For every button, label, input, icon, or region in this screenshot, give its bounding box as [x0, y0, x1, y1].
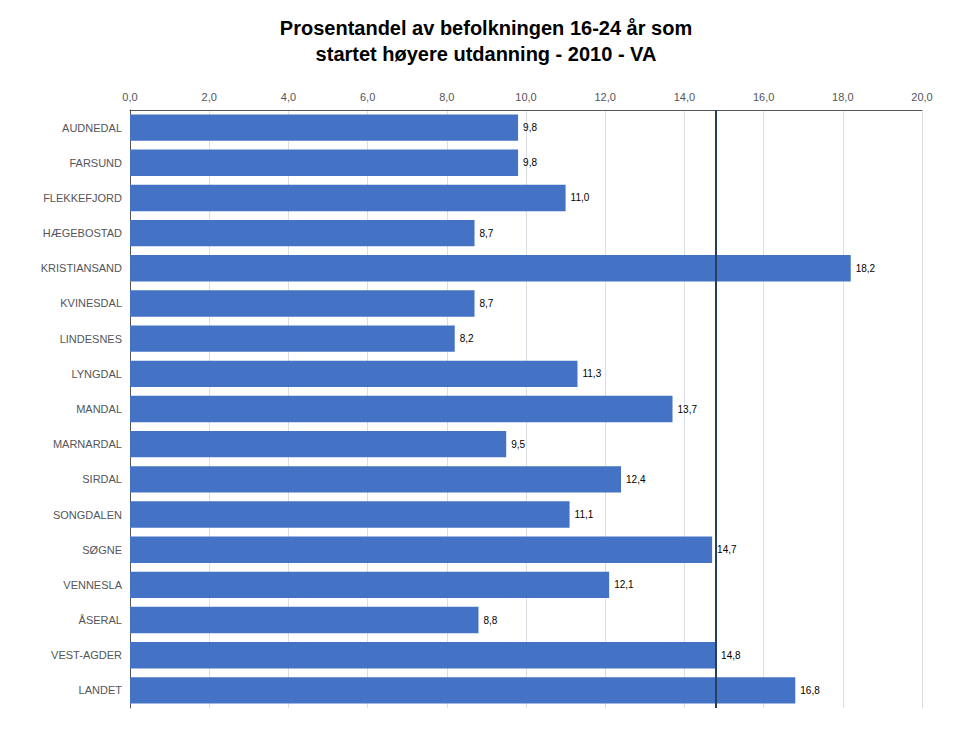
svg-text:FARSUND: FARSUND — [69, 157, 122, 169]
svg-text:9,8: 9,8 — [523, 122, 537, 133]
svg-text:LANDET: LANDET — [79, 684, 123, 696]
svg-text:12,0: 12,0 — [594, 91, 615, 103]
svg-text:18,2: 18,2 — [856, 263, 876, 274]
svg-text:8,8: 8,8 — [483, 615, 497, 626]
svg-text:11,0: 11,0 — [571, 192, 590, 203]
svg-text:14,0: 14,0 — [674, 91, 695, 103]
svg-text:0,0: 0,0 — [122, 91, 137, 103]
svg-text:MANDAL: MANDAL — [76, 403, 122, 415]
svg-text:8,0: 8,0 — [439, 91, 454, 103]
svg-text:2,0: 2,0 — [202, 91, 217, 103]
svg-text:6,0: 6,0 — [360, 91, 375, 103]
svg-text:12,1: 12,1 — [614, 579, 634, 590]
svg-text:LINDESNES: LINDESNES — [60, 333, 122, 345]
svg-text:LYNGDAL: LYNGDAL — [71, 368, 122, 380]
svg-text:SONGDALEN: SONGDALEN — [53, 509, 122, 521]
svg-text:VEST-AGDER: VEST-AGDER — [51, 649, 122, 661]
svg-text:SIRDAL: SIRDAL — [82, 473, 122, 485]
svg-text:SØGNE: SØGNE — [82, 544, 122, 556]
svg-text:startet høyere utdanning - 201: startet høyere utdanning - 2010 - VA — [316, 43, 657, 65]
svg-text:14,8: 14,8 — [721, 650, 741, 661]
svg-text:12,4: 12,4 — [626, 474, 646, 485]
svg-text:16,0: 16,0 — [753, 91, 774, 103]
svg-text:11,1: 11,1 — [575, 509, 594, 520]
svg-text:KVINESDAL: KVINESDAL — [60, 297, 122, 309]
svg-text:8,2: 8,2 — [460, 333, 474, 344]
svg-text:VENNESLA: VENNESLA — [63, 579, 122, 591]
svg-text:FLEKKEFJORD: FLEKKEFJORD — [43, 192, 122, 204]
svg-text:8,7: 8,7 — [480, 298, 494, 309]
svg-text:14,7: 14,7 — [717, 544, 737, 555]
svg-text:ÅSERAL: ÅSERAL — [79, 614, 122, 626]
svg-text:HÆGEBOSTAD: HÆGEBOSTAD — [43, 227, 122, 239]
svg-text:9,8: 9,8 — [523, 157, 537, 168]
svg-text:13,7: 13,7 — [678, 404, 698, 415]
svg-text:20,0: 20,0 — [911, 91, 932, 103]
svg-text:8,7: 8,7 — [480, 228, 494, 239]
svg-text:AUDNEDAL: AUDNEDAL — [62, 122, 122, 134]
svg-text:Prosentandel av befolkningen 1: Prosentandel av befolkningen 16-24 år so… — [280, 17, 692, 39]
svg-text:MARNARDAL: MARNARDAL — [53, 438, 122, 450]
svg-text:10,0: 10,0 — [515, 91, 536, 103]
svg-text:18,0: 18,0 — [832, 91, 853, 103]
svg-text:16,8: 16,8 — [800, 685, 820, 696]
svg-text:9,5: 9,5 — [511, 439, 525, 450]
svg-text:11,3: 11,3 — [582, 368, 601, 379]
svg-text:KRISTIANSAND: KRISTIANSAND — [41, 262, 122, 274]
svg-text:4,0: 4,0 — [281, 91, 296, 103]
